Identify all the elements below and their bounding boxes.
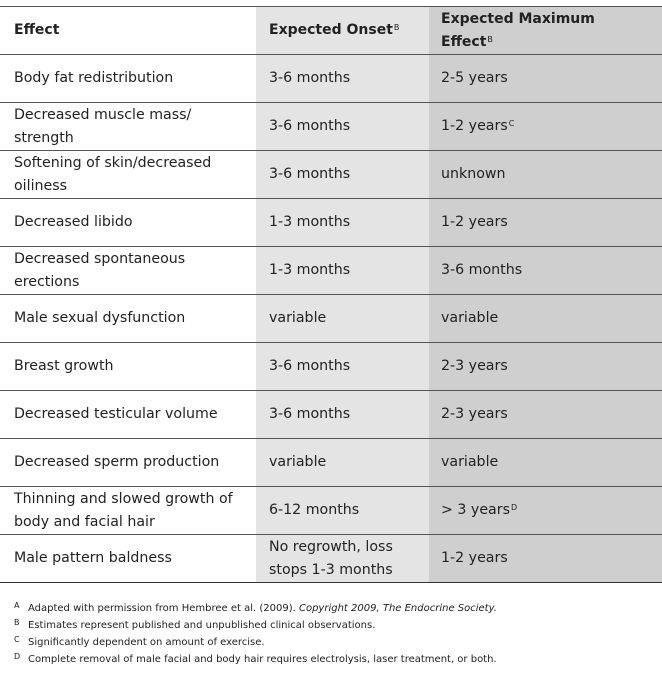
cell-value: unknown — [441, 166, 506, 182]
table-row: Male pattern baldness No regrowth, loss s… — [0, 534, 662, 583]
footnotes: A Adapted with permission from Hembree et… — [14, 600, 654, 668]
cell-value: variable — [441, 454, 499, 470]
footnote-body: Estimates represent published and unpubl… — [28, 620, 376, 631]
cell-expected-onset: variable — [256, 438, 429, 487]
cell-expected-onset: 6-12 months — [256, 486, 429, 535]
footnote-body: Adapted with permission from Hembree et … — [28, 603, 299, 614]
cell-expected-onset: variable — [256, 294, 429, 343]
table-row: Softening of skin/decreased oiliness 3-6 … — [0, 150, 662, 199]
cell-expected-maximum-effect: 1-2 years — [429, 534, 662, 583]
cell-expected-maximum-effect: 2-5 years — [429, 54, 662, 103]
cell-effect: Male pattern baldness — [0, 534, 256, 583]
footnote-text: Significantly dependent on amount of exe… — [28, 634, 265, 651]
cell-expected-onset: 1-3 months — [256, 246, 429, 295]
cell-value: > 3 years — [441, 502, 510, 518]
footnote-text: Estimates represent published and unpubl… — [28, 617, 375, 634]
cell-expected-maximum-effect: 3-6 months — [429, 246, 662, 295]
footnote-text: Adapted with permission from Hembree et … — [28, 600, 497, 617]
cell-expected-maximum-effect: 2-3 years — [429, 390, 662, 439]
cell-expected-onset: No regrowth, loss stops 1-3 months — [256, 534, 429, 583]
table-row: Thinning and slowed growth of body and f… — [0, 486, 662, 535]
footnote-body: Complete removal of male facial and body… — [28, 654, 497, 665]
cell-expected-onset: 3-6 months — [256, 342, 429, 391]
cell-effect: Decreased testicular volume — [0, 390, 256, 439]
cell-effect: Decreased sperm production — [0, 438, 256, 487]
header-row: Effect Expected OnsetB Expected Maximum … — [0, 6, 662, 55]
cell-value: 1-2 years — [441, 214, 508, 230]
cell-value: 2-3 years — [441, 406, 508, 422]
cell-expected-onset: 3-6 months — [256, 390, 429, 439]
footnote: A Adapted with permission from Hembree et… — [14, 600, 654, 617]
cell-effect: Softening of skin/decreased oiliness — [0, 150, 256, 199]
effects-table: Effect Expected OnsetB Expected Maximum … — [0, 6, 662, 583]
cell-value: 2-3 years — [441, 358, 508, 374]
footnote: D Complete removal of male facial and bod… — [14, 651, 654, 668]
cell-value: variable — [441, 310, 499, 326]
cell-expected-onset: 3-6 months — [256, 54, 429, 103]
cell-expected-maximum-effect: variable — [429, 294, 662, 343]
table-row: Decreased spontaneous erections 1-3 month… — [0, 246, 662, 295]
table-row: Breast growth 3-6 months 2-3 years — [0, 342, 662, 391]
footnote: C Significantly dependent on amount of ex… — [14, 634, 654, 651]
table-row: Decreased muscle mass/ strength 3-6 month… — [0, 102, 662, 151]
footnote-copyright: Copyright 2009, The Endocrine Society. — [298, 603, 497, 614]
header-effect: Effect — [0, 6, 256, 55]
header-expected-maximum-effect: Expected Maximum EffectB — [429, 6, 662, 55]
footnote: B Estimates represent published and unpub… — [14, 617, 654, 634]
table-row: Male sexual dysfunction variable variable — [0, 294, 662, 343]
footnote-marker: B — [14, 618, 20, 627]
footnote-mark: C — [508, 119, 515, 128]
footnote-mark: B — [487, 34, 493, 44]
table-row: Body fat redistribution 3-6 months 2-5 yea… — [0, 54, 662, 103]
footnote-body: Significantly dependent on amount of exe… — [28, 637, 265, 648]
header-expected-onset: Expected OnsetB — [256, 6, 429, 55]
cell-value: 3-6 months — [441, 262, 523, 278]
cell-expected-maximum-effect: unknown — [429, 150, 662, 199]
cell-expected-maximum-effect: 1-2 yearsC — [429, 102, 662, 151]
cell-effect: Decreased muscle mass/ strength — [0, 102, 256, 151]
footnote-marker: A — [14, 601, 20, 610]
footnote-marker: C — [14, 635, 20, 644]
footnote-mark: D — [510, 503, 518, 512]
cell-expected-onset: 3-6 months — [256, 102, 429, 151]
cell-expected-onset: 1-3 months — [256, 198, 429, 247]
table-row: Decreased libido 1-3 months 1-2 years — [0, 198, 662, 247]
footnote-mark: B — [393, 23, 400, 32]
cell-effect: Thinning and slowed growth of body and f… — [0, 486, 256, 535]
cell-expected-maximum-effect: > 3 yearsD — [429, 486, 662, 535]
table-row: Decreased testicular volume 3-6 months 2-3… — [0, 390, 662, 439]
table-row: Decreased sperm production variable variab… — [0, 438, 662, 487]
cell-expected-maximum-effect: 1-2 years — [429, 198, 662, 247]
cell-effect: Breast growth — [0, 342, 256, 391]
cell-expected-maximum-effect: variable — [429, 438, 662, 487]
footnote-text: Complete removal of male facial and body… — [28, 651, 497, 668]
cell-expected-maximum-effect: 2-3 years — [429, 342, 662, 391]
cell-expected-onset: 3-6 months — [256, 150, 429, 199]
cell-value: 2-5 years — [441, 70, 508, 86]
cell-effect: Body fat redistribution — [0, 54, 256, 103]
cell-effect: Decreased spontaneous erections — [0, 246, 256, 295]
cell-effect: Male sexual dysfunction — [0, 294, 256, 343]
cell-effect: Decreased libido — [0, 198, 256, 247]
footnote-marker: D — [14, 652, 21, 661]
cell-value: 1-2 years — [441, 118, 508, 134]
cell-value: 1-2 years — [441, 550, 508, 566]
